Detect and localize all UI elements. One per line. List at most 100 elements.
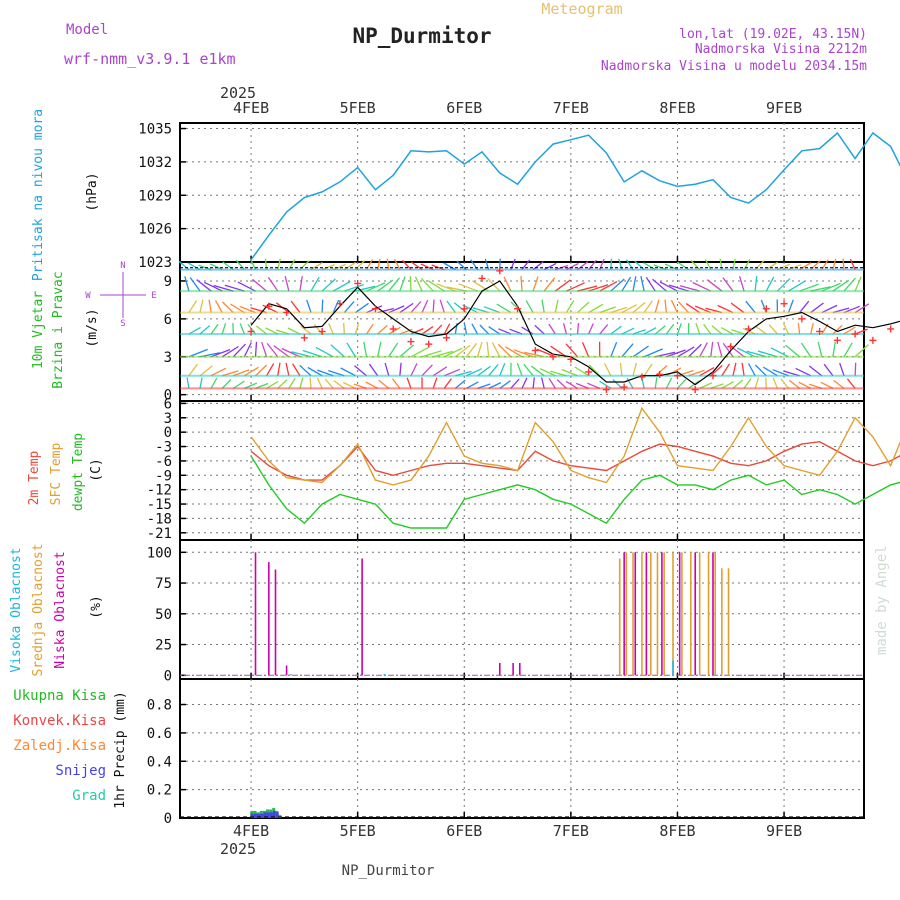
wind-barb (313, 324, 323, 335)
gust-marker (673, 372, 681, 380)
station-elevation: Nadmorska Visina 2212m (695, 42, 867, 57)
wind-barb (576, 322, 580, 335)
wind-barb (670, 299, 679, 313)
wind-barb (188, 363, 199, 377)
sfc-temp-line (250, 406, 900, 486)
gust-marker (887, 325, 895, 333)
wind-barb (747, 363, 756, 377)
wind-barb (610, 278, 625, 292)
gust-marker (283, 309, 291, 317)
wind-barb (849, 258, 856, 270)
wind-barb (439, 299, 445, 313)
y-tick-label: 0 (164, 811, 172, 827)
wind-barb (330, 344, 345, 358)
wind-barb (388, 326, 401, 335)
wind-barb (654, 325, 666, 335)
wind-barb (488, 326, 501, 335)
gust-marker (709, 372, 717, 380)
gust-marker (869, 336, 877, 344)
y-tick-label: 6 (164, 396, 172, 412)
panel-frame-4 (179, 678, 865, 819)
wind-barb (632, 302, 646, 314)
wind-barb (643, 363, 653, 377)
wind-barb (821, 282, 841, 292)
model-elevation: Nadmorska Visina u modelu 2034.15m (601, 59, 867, 74)
wind-barb (204, 281, 223, 292)
wind-barb (266, 380, 279, 389)
wind-barb (466, 381, 479, 389)
gust-marker (247, 328, 255, 335)
wind-barb (720, 327, 734, 335)
wind-barb (366, 323, 374, 335)
wind-barb (534, 324, 545, 335)
wind-barb (237, 281, 256, 292)
wind-barb (300, 325, 312, 335)
snow-label: Snijeg (55, 763, 106, 779)
wind-barb (540, 377, 545, 389)
wind-barb (626, 377, 634, 389)
wind-barb (377, 341, 382, 357)
day-label-top: 9FEB (766, 99, 802, 117)
gust-marker (851, 330, 859, 338)
wind-barb (399, 276, 406, 292)
wind-barb (846, 378, 856, 389)
compass-north: N (120, 261, 125, 271)
wind-barb (554, 279, 571, 292)
wind-barb (664, 299, 667, 313)
wind-barb (306, 299, 312, 313)
wind-unit: (m/s) (85, 308, 100, 347)
wind-barb (221, 323, 227, 335)
wind-barb (810, 323, 814, 335)
wind-barb (732, 258, 736, 270)
wind-barb (210, 377, 218, 389)
wind-barb (427, 280, 445, 292)
wind-barb (599, 281, 618, 292)
wind-barb (588, 364, 601, 377)
wind-barb (261, 341, 268, 357)
wind-barb (281, 347, 301, 358)
gust-marker (567, 355, 575, 363)
wind-barb (394, 258, 401, 270)
wind-barb (454, 344, 471, 358)
wind-barb (454, 379, 466, 389)
wind-barb (765, 261, 778, 271)
wind-barb (820, 381, 834, 389)
wind-barb (262, 304, 278, 314)
wind-barb (785, 344, 801, 358)
precip-bar (263, 812, 267, 818)
wind-barb (640, 276, 645, 292)
wind-barb (832, 279, 850, 292)
wind-barb (843, 326, 856, 335)
y-tick-label: 1029 (138, 188, 172, 204)
wind-barb (722, 277, 734, 292)
y-tick-label: -21 (147, 526, 172, 542)
wind-barb (566, 282, 585, 292)
wind-barb (386, 258, 390, 270)
gust-marker (425, 340, 433, 348)
y-tick-label: 100 (147, 545, 172, 561)
wind-barb (503, 276, 512, 292)
wind-barb (420, 277, 434, 292)
y-tick-label: 25 (155, 638, 172, 654)
graupel-label: Grad (72, 788, 106, 804)
wind-barb (754, 364, 767, 377)
year-top: 2025 (220, 84, 256, 102)
wind-barb (210, 348, 231, 358)
wind-barb (333, 380, 345, 389)
y-tick-label: -12 (147, 483, 172, 499)
y-tick-label: -18 (147, 511, 172, 527)
wind-barb (721, 363, 731, 377)
wind-barb (685, 303, 701, 314)
wind-barb (610, 342, 618, 358)
y-tick-label: 0.6 (147, 726, 172, 742)
wind-barb (603, 363, 612, 377)
year-bottom: 2025 (220, 840, 256, 858)
wind-barb (632, 276, 637, 292)
wind-barb (446, 300, 456, 313)
wind-barb (307, 366, 323, 377)
wind-barb (199, 365, 213, 377)
wind-barb (565, 343, 579, 358)
wind-barb (210, 323, 219, 335)
model-label: Model (66, 22, 108, 38)
wind-barb (432, 377, 438, 389)
